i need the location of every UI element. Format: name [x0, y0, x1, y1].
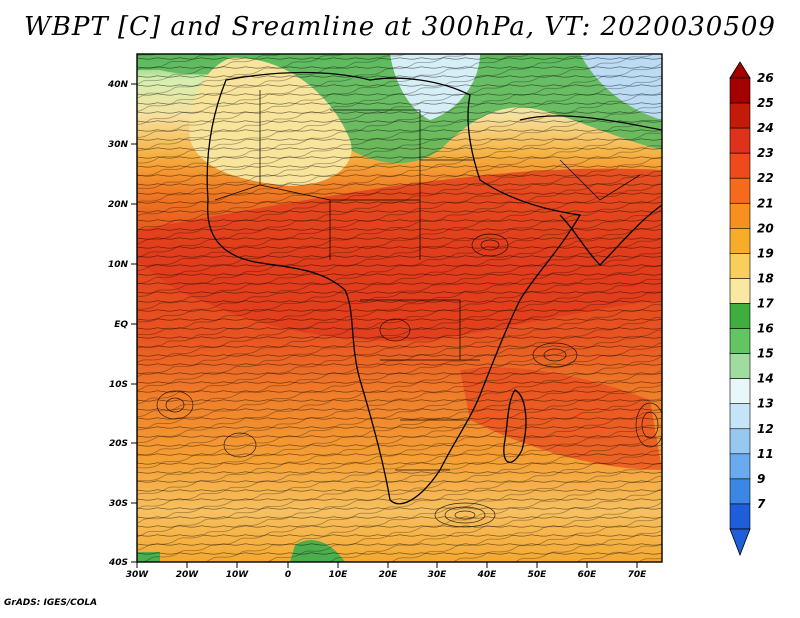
colorbar-swatch — [729, 303, 751, 329]
map-frame — [136, 53, 663, 563]
lon-tick: 30W — [126, 562, 150, 580]
lat-label: 10N — [108, 260, 129, 270]
lat-label: 20N — [108, 200, 129, 210]
colorbar-label: 23 — [757, 146, 774, 160]
colorbar-label: 14 — [757, 372, 774, 386]
lon-tick: 0 — [285, 562, 291, 580]
lon-label: 50E — [528, 570, 548, 580]
lat-label: 30N — [108, 140, 129, 150]
colorbar-labels: 26 25 24 23 22 21 20 19 18 17 16 15 14 13 12 11 9 7 — [757, 71, 774, 511]
lat-label: 30S — [109, 499, 128, 509]
lon-tick: 20E — [379, 562, 399, 580]
lon-tick: 20W — [176, 562, 200, 580]
lat-axis: 40N 30N 20N 10N EQ 10S 20S 30S 40S — [107, 80, 137, 568]
lon-label: 70E — [628, 570, 648, 580]
lat-label: 40N — [107, 80, 129, 90]
colorbar-swatch — [729, 428, 751, 455]
lat-tick: 40S — [108, 558, 137, 568]
lon-tick: 10E — [329, 562, 349, 580]
colorbar-bottom-arrow — [729, 528, 751, 557]
lon-label: 20E — [379, 570, 399, 580]
lon-tick: 40E — [477, 562, 498, 580]
colorbar-swatch — [729, 503, 751, 530]
coastlines — [206, 71, 662, 505]
lon-tick: 10W — [226, 562, 250, 580]
lon-label: 20W — [176, 570, 200, 580]
lat-tick: 30N — [108, 140, 137, 150]
map-field — [137, 54, 662, 562]
lat-label: 20S — [109, 439, 128, 449]
lon-label: 10W — [226, 570, 250, 580]
colorbar: 26 25 24 23 22 21 20 19 18 17 16 15 14 13 12 11 9 7 — [729, 61, 774, 557]
country-borders — [214, 90, 641, 471]
colorbar-swatch — [729, 127, 751, 154]
lat-tick: EQ — [114, 320, 137, 330]
colorbar-label: 9 — [757, 472, 765, 486]
colorbar-swatch — [729, 478, 751, 505]
map-title: WBPT [C] and Sreamline at 300hPa, VT: 20… — [24, 12, 776, 42]
colorbar-label: 20 — [757, 221, 774, 235]
lat-tick: 30S — [109, 499, 137, 509]
colorbar-swatch — [729, 278, 751, 304]
colorbar-swatch — [729, 353, 751, 379]
colorbar-label: 26 — [757, 71, 774, 85]
colorbar-label: 19 — [757, 246, 774, 260]
colorbar-label: 7 — [757, 497, 766, 511]
lon-label: 40E — [477, 570, 498, 580]
lat-tick: 40N — [107, 80, 137, 90]
lon-tick: 60E — [578, 562, 598, 580]
lat-tick: 10N — [108, 260, 137, 270]
colorbar-label: 17 — [757, 297, 774, 311]
lat-label: 40S — [108, 558, 128, 568]
credit-text: GrADS: IGES/COLA — [4, 598, 98, 608]
colorbar-swatch — [729, 378, 751, 405]
colorbar-swatch — [729, 328, 751, 354]
lon-tick: 50E — [528, 562, 548, 580]
colorbar-swatches — [729, 77, 751, 530]
colorbar-swatch — [729, 77, 751, 104]
lat-label: EQ — [114, 320, 128, 330]
colorbar-label: 25 — [757, 96, 774, 110]
colorbar-swatch — [729, 253, 751, 279]
lon-tick: 70E — [628, 562, 648, 580]
lat-label: 10S — [109, 380, 128, 390]
lon-tick: 30E — [428, 562, 448, 580]
colorbar-label: 13 — [757, 397, 774, 411]
colorbar-label: 12 — [757, 422, 774, 436]
colorbar-label: 16 — [757, 322, 774, 336]
colorbar-swatch — [729, 453, 751, 480]
colorbar-swatch — [729, 202, 751, 229]
lon-label: 0 — [285, 570, 291, 580]
lat-tick: 20N — [108, 200, 137, 210]
colorbar-top-arrow — [729, 61, 751, 79]
lon-label: 30E — [428, 570, 448, 580]
colorbar-label: 21 — [757, 196, 774, 210]
lon-label: 10E — [329, 570, 349, 580]
streamlines-secondary — [137, 54, 662, 562]
colorbar-label: 24 — [757, 121, 774, 135]
colorbar-swatch — [729, 102, 751, 129]
lat-tick: 10S — [109, 380, 137, 390]
lon-axis: 30W 20W 10W 0 10E 20E 30E 40E 50E 60E 70… — [126, 562, 647, 580]
lat-tick: 20S — [109, 439, 137, 449]
colorbar-label: 11 — [757, 447, 774, 461]
lon-label: 60E — [578, 570, 598, 580]
lon-label: 30W — [126, 570, 150, 580]
colorbar-label: 22 — [757, 171, 774, 185]
colorbar-label: 15 — [757, 347, 774, 361]
colorbar-label: 18 — [757, 271, 774, 285]
colorbar-swatch — [729, 177, 751, 204]
eddies — [156, 233, 662, 528]
colorbar-swatch — [729, 228, 751, 254]
colorbar-swatch — [729, 403, 751, 430]
colorbar-swatch — [729, 152, 751, 179]
